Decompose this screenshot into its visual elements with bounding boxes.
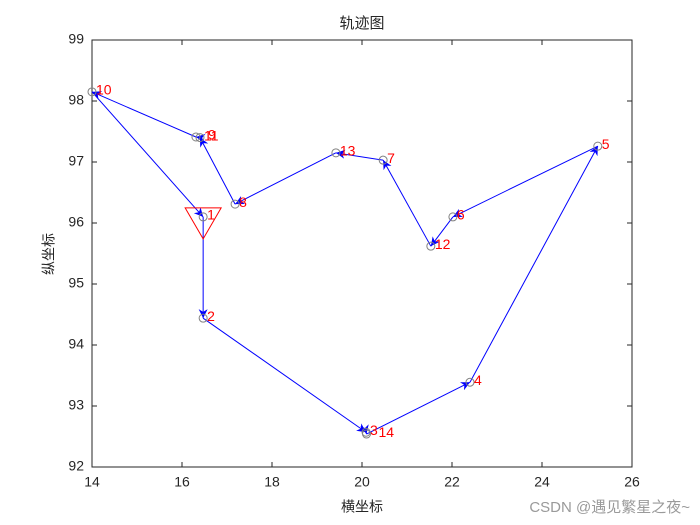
point	[331, 148, 341, 158]
y-axis-label: 纵坐标	[41, 233, 57, 275]
trajectory-segment	[234, 152, 337, 205]
x-axis-label: 横坐标	[341, 499, 383, 515]
trajectory-segment	[91, 91, 204, 218]
y-tick-label: 93	[68, 397, 84, 413]
y-tick-label: 97	[68, 153, 84, 169]
y-tick-label: 92	[68, 458, 84, 474]
point	[593, 141, 603, 151]
trajectory-segment	[382, 159, 432, 247]
trajectory-segment	[195, 133, 206, 143]
point-label: 10	[96, 82, 112, 98]
point-label: 2	[207, 308, 215, 324]
point	[198, 313, 208, 323]
trajectory-segment	[366, 381, 471, 435]
point	[198, 212, 208, 222]
x-tick-label: 22	[444, 474, 460, 490]
point	[230, 199, 240, 209]
x-tick-label: 16	[174, 474, 190, 490]
watermark: CSDN @遇见繁星之夜~	[529, 499, 690, 516]
trajectory-segment	[430, 216, 454, 247]
point	[465, 377, 475, 387]
point-label: 4	[474, 372, 482, 388]
point	[426, 241, 436, 251]
point	[362, 429, 371, 439]
point-label: 12	[435, 236, 451, 252]
point	[191, 132, 201, 142]
point-label: 14	[379, 424, 395, 440]
start-marker	[184, 207, 223, 240]
point-label: 7	[387, 150, 395, 166]
trajectory-segment	[199, 137, 236, 205]
point-label: 6	[457, 207, 465, 223]
point-label: 3	[370, 422, 378, 438]
point-label: 9	[208, 127, 216, 143]
point-label: 11	[204, 127, 219, 143]
point-label: 1	[207, 207, 215, 223]
point	[195, 133, 205, 143]
point	[448, 212, 458, 222]
trajectory-segment	[452, 145, 599, 218]
y-tick-label: 96	[68, 214, 84, 230]
point	[87, 87, 97, 97]
point-label: 5	[602, 136, 610, 152]
plot-frame	[91, 39, 633, 468]
point-label: 13	[340, 143, 356, 159]
y-tick-label: 99	[68, 31, 84, 47]
trajectory-segment	[202, 317, 367, 433]
trajectory-segment	[91, 91, 197, 138]
y-tick-label: 94	[68, 336, 84, 352]
x-tick-label: 18	[264, 474, 280, 490]
y-tick-label: 98	[68, 92, 84, 108]
x-tick-label: 20	[354, 474, 370, 490]
x-tick-label: 14	[84, 474, 100, 490]
x-tick-label: 26	[624, 474, 640, 490]
y-tick-label: 95	[68, 275, 84, 291]
point	[378, 155, 388, 165]
point-label: 8	[239, 194, 247, 210]
x-tick-label: 24	[534, 474, 550, 490]
trajectory-segment	[469, 145, 599, 383]
chart-title: 轨迹图	[339, 15, 384, 32]
trajectory-segment	[335, 149, 384, 161]
